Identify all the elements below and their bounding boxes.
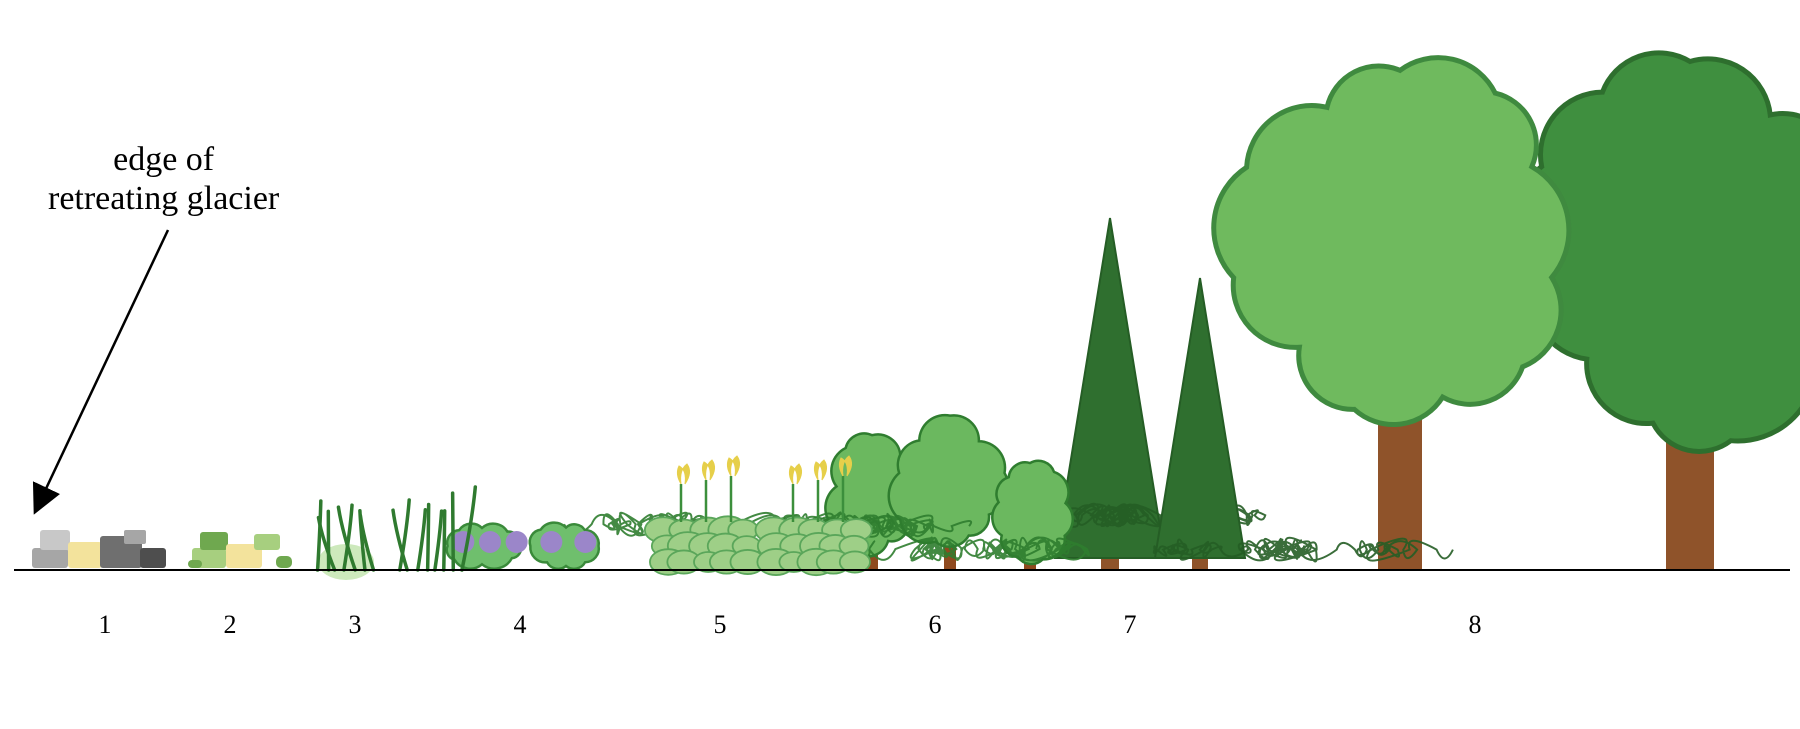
moss-rock bbox=[188, 560, 202, 568]
stage-label-1: 1 bbox=[99, 610, 112, 640]
stage-label-8: 8 bbox=[1469, 610, 1482, 640]
bare-rock bbox=[124, 530, 146, 544]
succession-diagram bbox=[0, 0, 1800, 729]
herb-flower bbox=[452, 531, 474, 553]
herb-flower bbox=[540, 531, 562, 553]
bare-rock bbox=[68, 542, 102, 568]
stage-label-3: 3 bbox=[349, 610, 362, 640]
bare-rock bbox=[32, 548, 68, 568]
moss-rock bbox=[200, 532, 228, 550]
grass-blade bbox=[453, 493, 454, 570]
conifer-trunk bbox=[1101, 558, 1119, 570]
stage-label-2: 2 bbox=[224, 610, 237, 640]
stage-label-7: 7 bbox=[1124, 610, 1137, 640]
glacier-annotation: edge of retreating glacier bbox=[48, 140, 279, 218]
conifer-trunk bbox=[1192, 558, 1208, 570]
stage-label-4: 4 bbox=[514, 610, 527, 640]
grass-blade bbox=[428, 504, 429, 570]
herb-flower bbox=[574, 531, 596, 553]
stage-label-6: 6 bbox=[929, 610, 942, 640]
bare-rock bbox=[140, 548, 166, 568]
moss-rock bbox=[254, 534, 280, 550]
bare-rock bbox=[40, 530, 70, 550]
stage-label-5: 5 bbox=[714, 610, 727, 640]
moss-rock bbox=[276, 556, 292, 568]
grass-blade bbox=[444, 511, 445, 570]
herb-flower bbox=[506, 531, 528, 553]
herb-flower bbox=[479, 531, 501, 553]
